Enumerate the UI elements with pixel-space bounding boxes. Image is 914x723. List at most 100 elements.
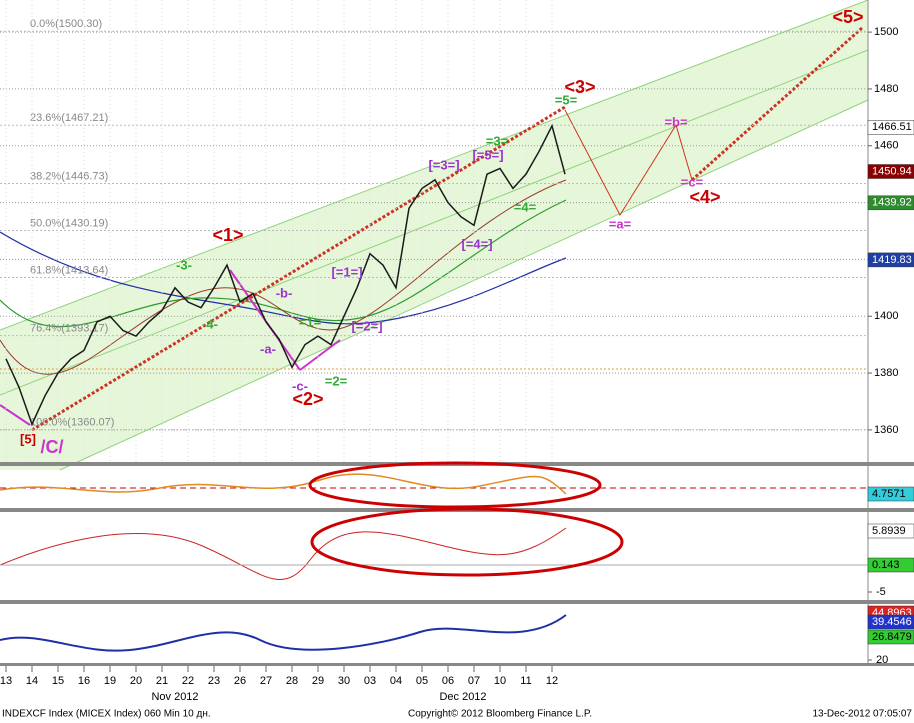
- wave-label: =5=: [555, 92, 578, 107]
- indicator-line: [0, 527, 567, 580]
- x-tick-label: 13: [0, 675, 12, 687]
- wave-label: [=3=]: [428, 157, 459, 172]
- wave-label: [5]: [20, 431, 36, 446]
- price-tag-label: 1450.94: [872, 165, 912, 177]
- x-tick-label: 29: [312, 675, 324, 687]
- price-tag: [867, 486, 914, 502]
- price-line: [5, 123, 566, 427]
- x-tick-label: 19: [104, 675, 116, 687]
- x-tick-label: 22: [182, 675, 194, 687]
- wave-label: [=5=]: [472, 147, 503, 162]
- fib-label: 61.8%(1413.64): [30, 264, 108, 276]
- moving-average: [0, 231, 567, 325]
- price-tag-label: 1419.83: [872, 254, 912, 266]
- channel: [0, 0, 868, 470]
- wave-label: =1=: [299, 314, 322, 329]
- moving-average: [0, 199, 567, 328]
- y-tick-label: 1500: [874, 26, 898, 38]
- fib-label: 23.6%(1467.21): [30, 112, 108, 124]
- channel-line: [59, 99, 869, 471]
- x-tick-label: 16: [78, 675, 90, 687]
- price-tag: [867, 557, 914, 573]
- highlight: [310, 507, 624, 577]
- x-tick-label: 23: [208, 675, 220, 687]
- price-tag: [867, 164, 914, 179]
- fib-label: 0.0%(1500.30): [30, 18, 102, 30]
- fib-label: 50.0%(1430.19): [30, 217, 108, 229]
- price-tag: [867, 120, 914, 135]
- wave-label: [=1=]: [331, 264, 362, 279]
- x-tick-label: 11: [520, 675, 531, 687]
- channel-line: [0, 49, 869, 396]
- month-label: Nov 2012: [151, 691, 198, 703]
- footer-left: INDEXCF Index (MICEX Index) 060 Min 10 д…: [2, 709, 211, 720]
- wave-label: /C/: [40, 437, 63, 457]
- wave-label: -4-: [202, 316, 218, 331]
- footer-right: 13-Dec-2012 07:05:07: [812, 709, 912, 720]
- month-label: Dec 2012: [439, 691, 486, 703]
- price-tag: [867, 614, 914, 630]
- x-tick-label: 04: [390, 675, 402, 687]
- y-tick-label: 1460: [874, 140, 898, 152]
- fib-label: 100.0%(1360.07): [30, 417, 114, 429]
- indicator-line: [0, 473, 567, 495]
- x-tick-label: 07: [468, 675, 480, 687]
- price-tag-label: 0.143: [872, 559, 900, 571]
- y-tick-label: 20: [876, 654, 888, 666]
- x-tick-label: 15: [52, 675, 64, 687]
- wave-label: <4>: [689, 187, 720, 207]
- x-tick-label: 20: [130, 675, 142, 687]
- projection: [691, 26, 863, 182]
- x-tick-label: 27: [260, 675, 272, 687]
- x-tick-label: 10: [494, 675, 506, 687]
- price-tag: [867, 252, 914, 268]
- wave-label: =a=: [609, 216, 632, 231]
- price-tag-label: 4.7571: [872, 488, 906, 500]
- price-tag-label: 1466.51: [872, 121, 912, 133]
- wave-label: <2>: [292, 389, 323, 409]
- x-tick-label: 21: [156, 675, 168, 687]
- wave-label: -c-: [292, 378, 308, 393]
- indicator-line: [0, 614, 567, 652]
- wave-label: -a-: [260, 341, 276, 356]
- price-tag: [867, 195, 914, 211]
- wave-label: -b-: [276, 285, 293, 300]
- price-tag: [867, 523, 914, 539]
- y-tick-label: 1400: [874, 310, 898, 322]
- wave-label: [=4=]: [461, 236, 492, 251]
- price-tag: [867, 629, 914, 645]
- price-tag-label: 26.8479: [872, 631, 912, 643]
- moving-average: [0, 179, 567, 375]
- price-tag-label: 1439.92: [872, 197, 912, 209]
- fib-label: 38.2%(1446.73): [30, 170, 108, 182]
- x-tick-label: 05: [416, 675, 428, 687]
- separator: [0, 600, 914, 604]
- wave-label: =b=: [664, 114, 688, 129]
- x-tick-label: 26: [234, 675, 246, 687]
- highlight: [308, 461, 602, 509]
- x-tick-label: 14: [26, 675, 38, 687]
- y-tick-label: -5: [876, 586, 886, 598]
- wave-label: -3-: [176, 257, 192, 272]
- wave-label: =c=: [681, 174, 704, 189]
- wave-label: <5>: [832, 7, 863, 27]
- projection: [31, 105, 566, 432]
- y-tick-label: 1480: [874, 83, 898, 95]
- price-tag-label: 39.4546: [872, 616, 912, 628]
- wave-label: =4=: [514, 199, 537, 214]
- x-axis-area: [0, 666, 914, 723]
- x-tick-label: 28: [286, 675, 298, 687]
- fib-label: 76.4%(1393.17): [30, 323, 108, 335]
- separator: [0, 663, 914, 666]
- footer-center: Copyright© 2012 Bloomberg Finance L.P.: [408, 709, 592, 720]
- price-tag-label: 5.8939: [872, 525, 906, 537]
- channel-line: [0, 0, 869, 331]
- x-tick-label: 30: [338, 675, 350, 687]
- x-tick-label: 12: [546, 675, 558, 687]
- wave-label: [=2=]: [351, 318, 382, 333]
- wave-label: =2=: [325, 373, 348, 388]
- projection: [564, 109, 693, 217]
- y-tick-label: 1380: [874, 367, 898, 379]
- x-tick-label: 06: [442, 675, 454, 687]
